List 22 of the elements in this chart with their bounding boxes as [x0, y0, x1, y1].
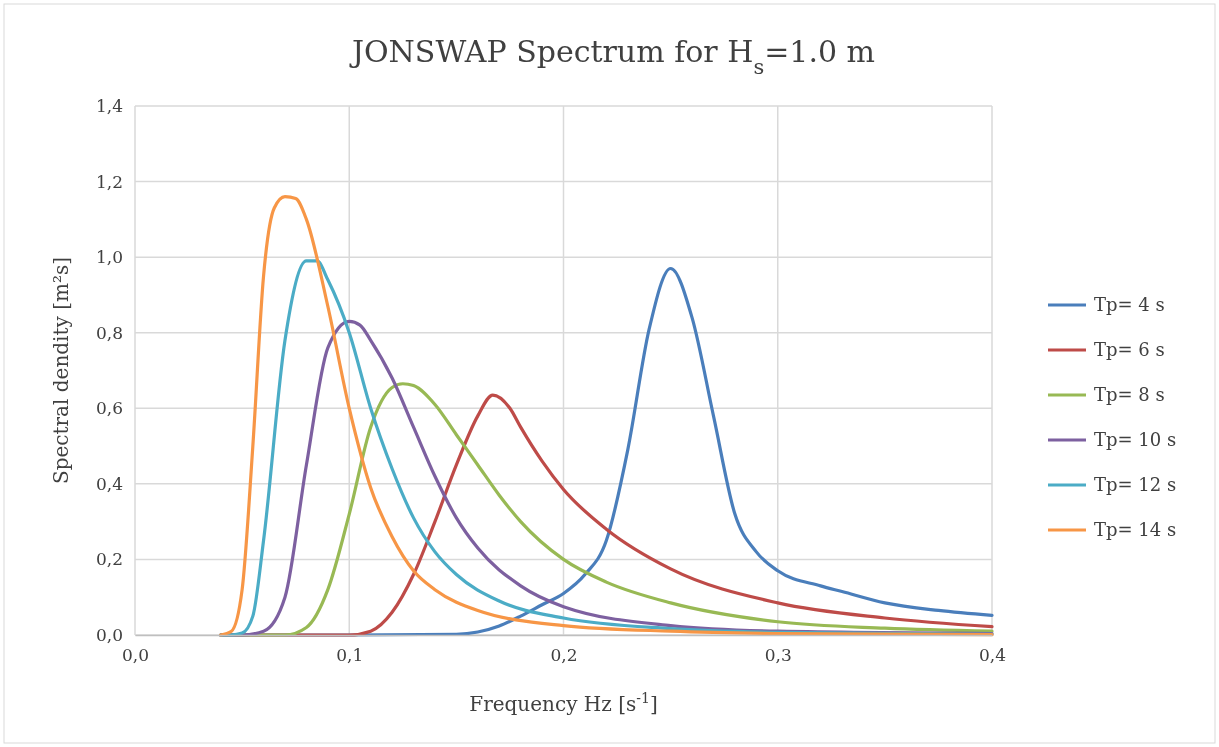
- legend-label: Tp= 6 s: [1094, 339, 1165, 360]
- y-tick-label: 0,2: [95, 549, 123, 570]
- legend-label: Tp= 12 s: [1094, 474, 1177, 495]
- y-tick-label: 0,4: [95, 473, 123, 494]
- y-tick-label: 0,8: [95, 322, 123, 343]
- x-tick-label: 0,1: [336, 645, 364, 666]
- y-tick-label: 0,0: [95, 624, 123, 645]
- y-tick-label: 1,0: [95, 247, 123, 268]
- x-tick-label: 0,4: [978, 645, 1007, 666]
- chart-title: JONSWAP Spectrum for H$_{s}$=1.0 m: [349, 34, 875, 79]
- legend-label: Tp= 10 s: [1094, 429, 1177, 450]
- legend-label: Tp= 8 s: [1094, 384, 1165, 405]
- y-axis-title: Spectral dendity [m²s]: [49, 256, 73, 485]
- y-tick-label: 1,2: [95, 171, 123, 192]
- legend-label: Tp= 4 s: [1094, 294, 1165, 315]
- x-tick-label: 0,3: [764, 645, 792, 666]
- y-tick-label: 1,4: [95, 95, 123, 116]
- x-tick-label: 0,2: [550, 645, 578, 666]
- x-axis-title: Frequency Hz [s$^{-1}$]: [469, 690, 658, 716]
- y-tick-label: 0,6: [95, 398, 123, 419]
- x-tick-label: 0,0: [121, 645, 150, 666]
- legend-label: Tp= 14 s: [1094, 519, 1177, 540]
